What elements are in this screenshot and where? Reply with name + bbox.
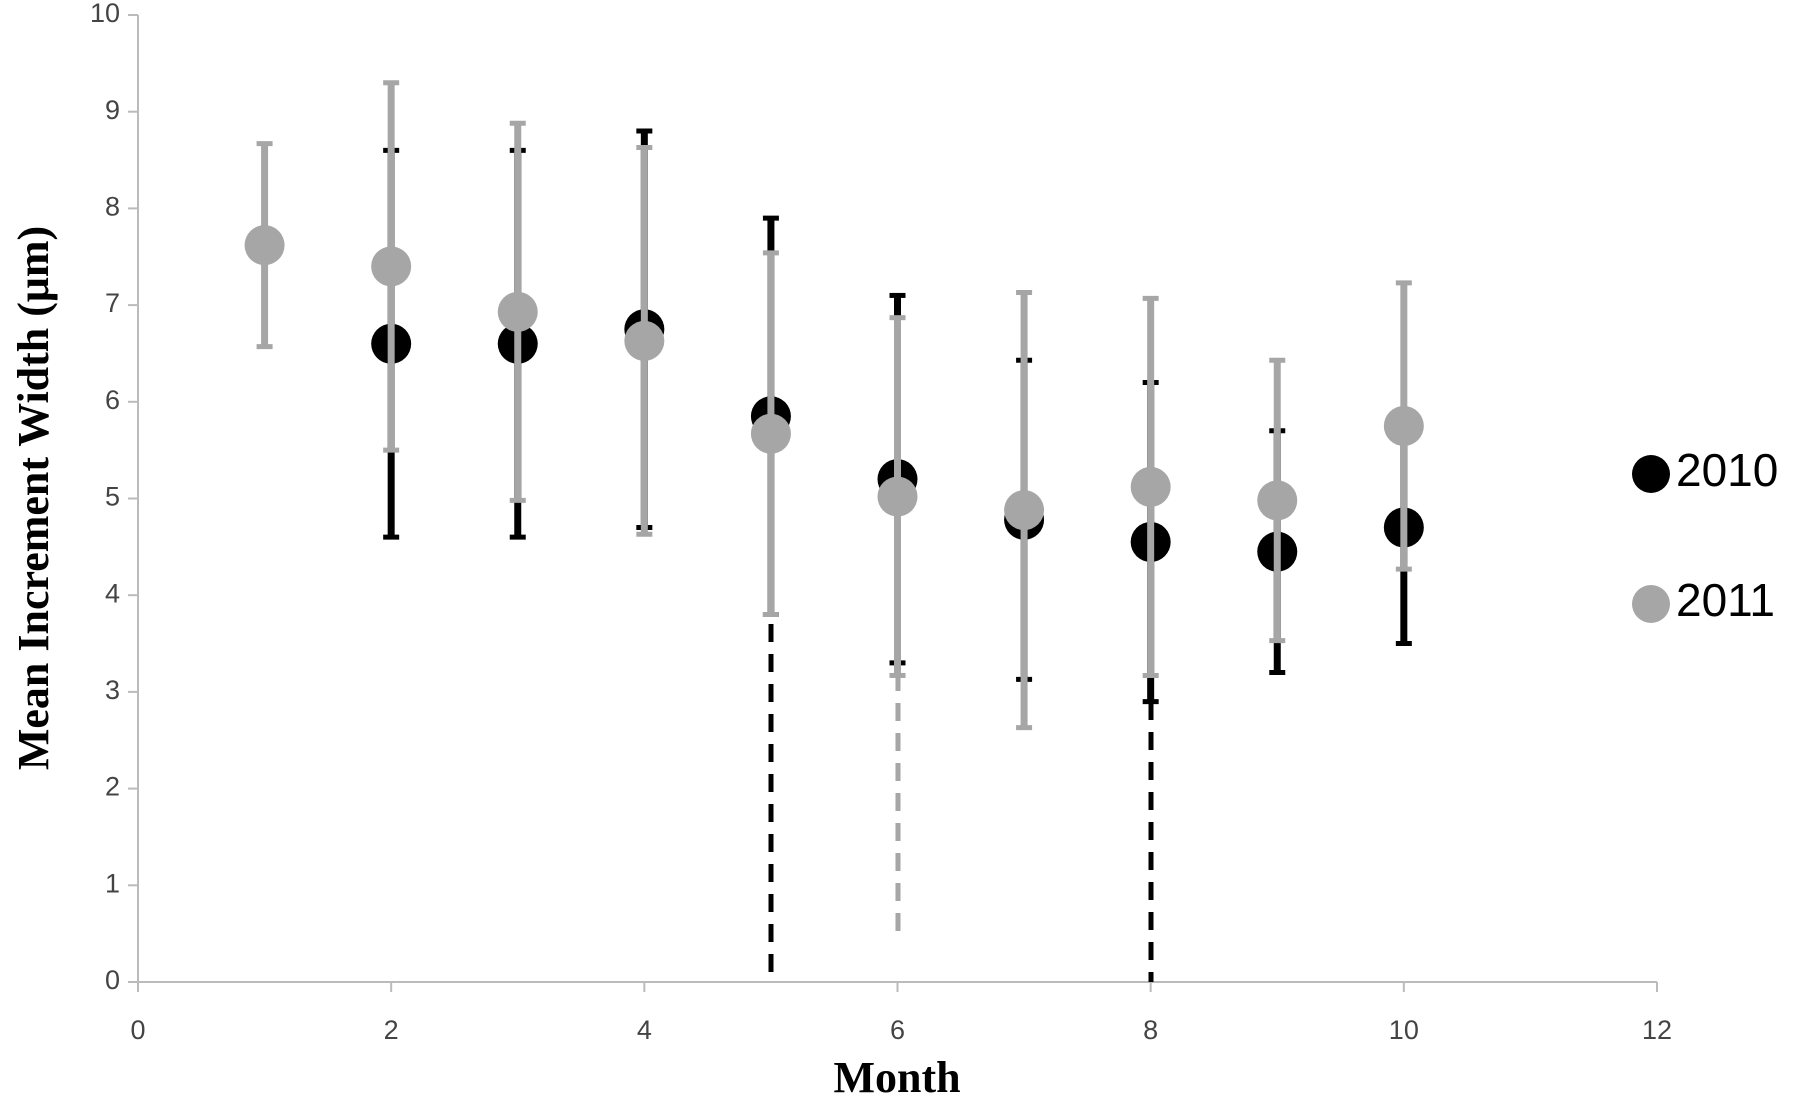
y-tick-label: 5 [105,482,120,512]
legend-marker [1632,455,1670,493]
y-tick-label: 7 [105,288,120,318]
x-tick-label: 12 [1642,1015,1672,1045]
point [244,225,285,266]
y-tick-label: 10 [90,0,120,28]
y-tick-label: 2 [105,772,120,802]
dashed-extensions [768,624,1154,982]
x-axis-title: Month [833,1053,960,1100]
x-tick-label: 6 [890,1015,905,1045]
x-tick-label: 10 [1389,1015,1419,1045]
legend-label: 2011 [1676,574,1775,626]
point [371,246,412,287]
point [1257,480,1298,521]
y-tick-label: 1 [105,868,120,898]
y-tick-label: 9 [105,95,120,125]
x-tick-label: 0 [130,1015,145,1045]
legend-marker [1632,585,1670,623]
y-tick-label: 0 [105,965,120,995]
y-axis-title: Mean Increment Width (μm) [9,226,58,770]
y-tick-label: 4 [105,578,120,608]
legend-label: 2010 [1676,444,1778,496]
y-tick-label: 3 [105,675,120,705]
x-tick-label: 2 [384,1015,399,1045]
point [1383,405,1424,446]
y-tick-label: 6 [105,385,120,415]
x-tick-label: 8 [1143,1015,1158,1045]
point [877,476,918,517]
point [1004,490,1045,531]
point [1130,466,1171,507]
x-tick-label: 4 [637,1015,652,1045]
point [750,413,791,454]
point [624,320,665,361]
y-tick-label: 8 [105,192,120,222]
point [497,291,538,332]
